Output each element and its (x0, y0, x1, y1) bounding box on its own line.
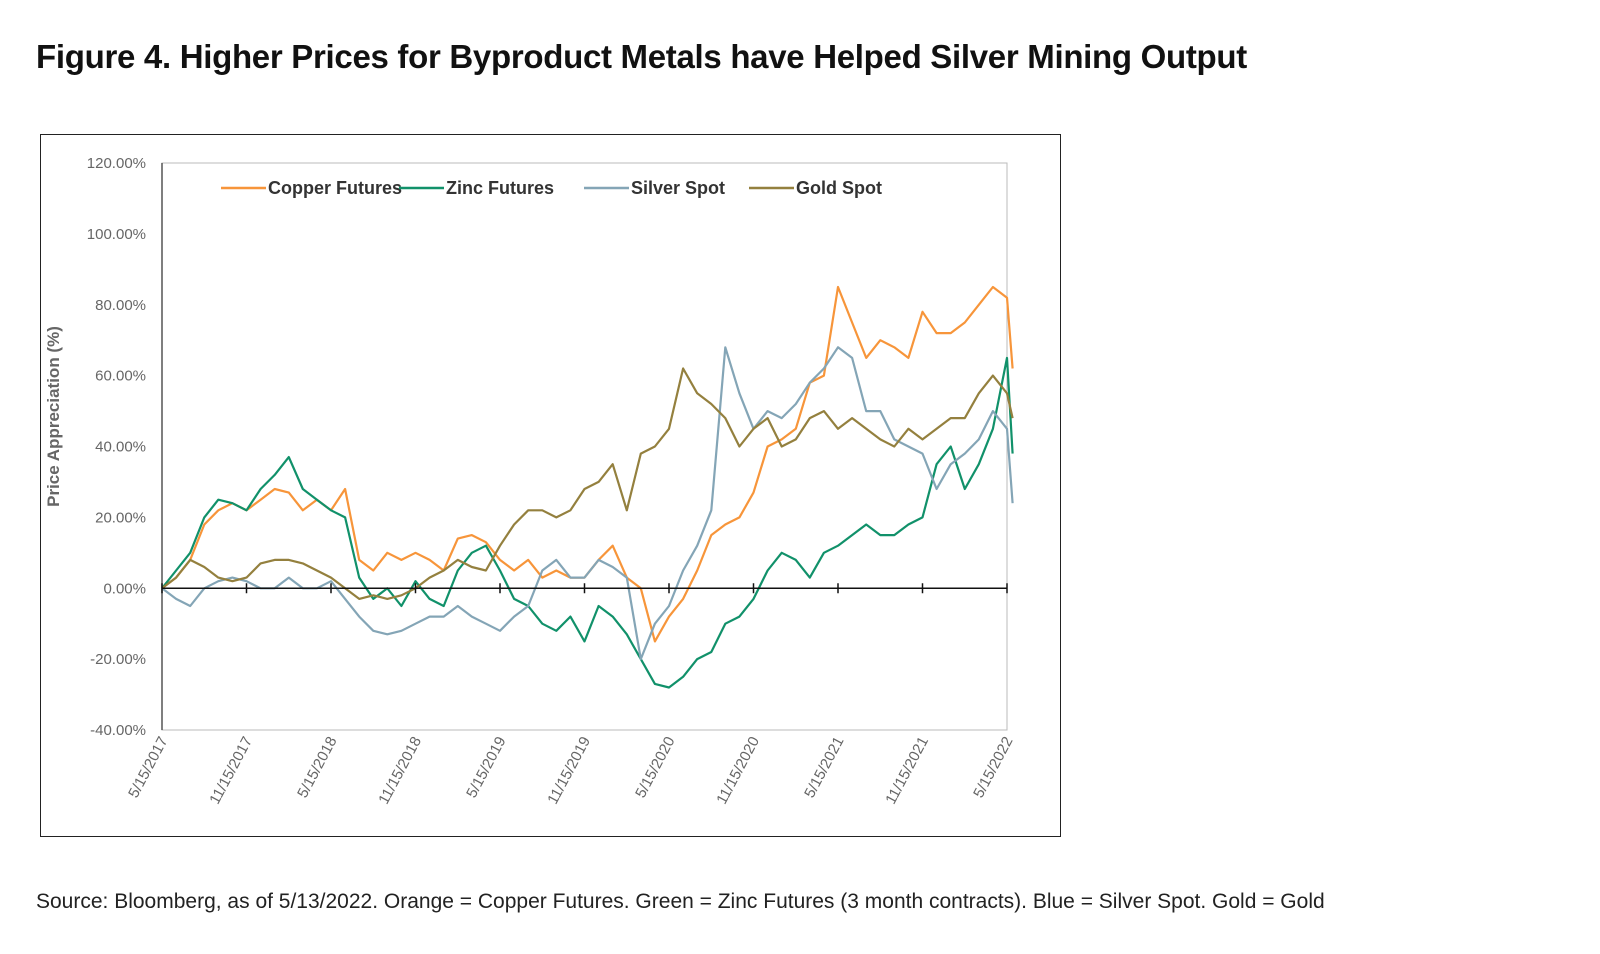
x-tick-label: 5/15/2022 (970, 734, 1016, 801)
x-tick-label: 11/15/2020 (713, 734, 763, 807)
x-tick-label: 11/15/2017 (206, 734, 256, 807)
x-tick-label: 5/15/2020 (632, 734, 678, 801)
line-chart: 120.00% 100.00% 80.00% 60.00% 40.00% 20.00% 0.… (44, 155, 1017, 807)
series-line-silver-spot (161, 346, 1014, 661)
x-tick-label: 11/15/2021 (882, 734, 932, 807)
x-tick-label: 5/15/2018 (294, 734, 340, 801)
y-tick-label: -40.00% (90, 722, 146, 739)
series-line-zinc-futures (161, 356, 1014, 689)
y-tick-label: -20.00% (90, 651, 146, 668)
legend-label: Copper Futures (268, 178, 402, 198)
y-tick-label: 120.00% (87, 155, 146, 172)
x-tick-label: 5/15/2017 (125, 734, 171, 801)
chart-frame: 120.00% 100.00% 80.00% 60.00% 40.00% 20.00% 0.… (40, 134, 1061, 837)
series-line-gold-spot (161, 367, 1014, 600)
y-axis-label: Price Appreciation (%) (44, 326, 63, 507)
y-tick-label: 20.00% (95, 509, 146, 526)
source-note: Source: Bloomberg, as of 5/13/2022. Oran… (36, 890, 1325, 913)
x-tick-label: 5/15/2019 (463, 734, 509, 801)
legend-label: Zinc Futures (446, 178, 554, 198)
y-tick-label: 60.00% (95, 368, 146, 385)
legend-label: Gold Spot (796, 178, 882, 198)
y-tick-label: 80.00% (95, 297, 146, 314)
plot-area (161, 162, 1008, 731)
y-tick-label: 40.00% (95, 439, 146, 456)
y-tick-label: 0.00% (103, 580, 146, 597)
x-tick-label: 11/15/2018 (375, 734, 425, 807)
x-tick-label: 11/15/2019 (544, 734, 594, 807)
legend-label: Silver Spot (631, 178, 725, 198)
y-tick-label: 100.00% (87, 226, 146, 243)
figure-title: Figure 4. Higher Prices for Byproduct Me… (36, 38, 1247, 75)
x-tick-label: 5/15/2021 (801, 734, 847, 801)
